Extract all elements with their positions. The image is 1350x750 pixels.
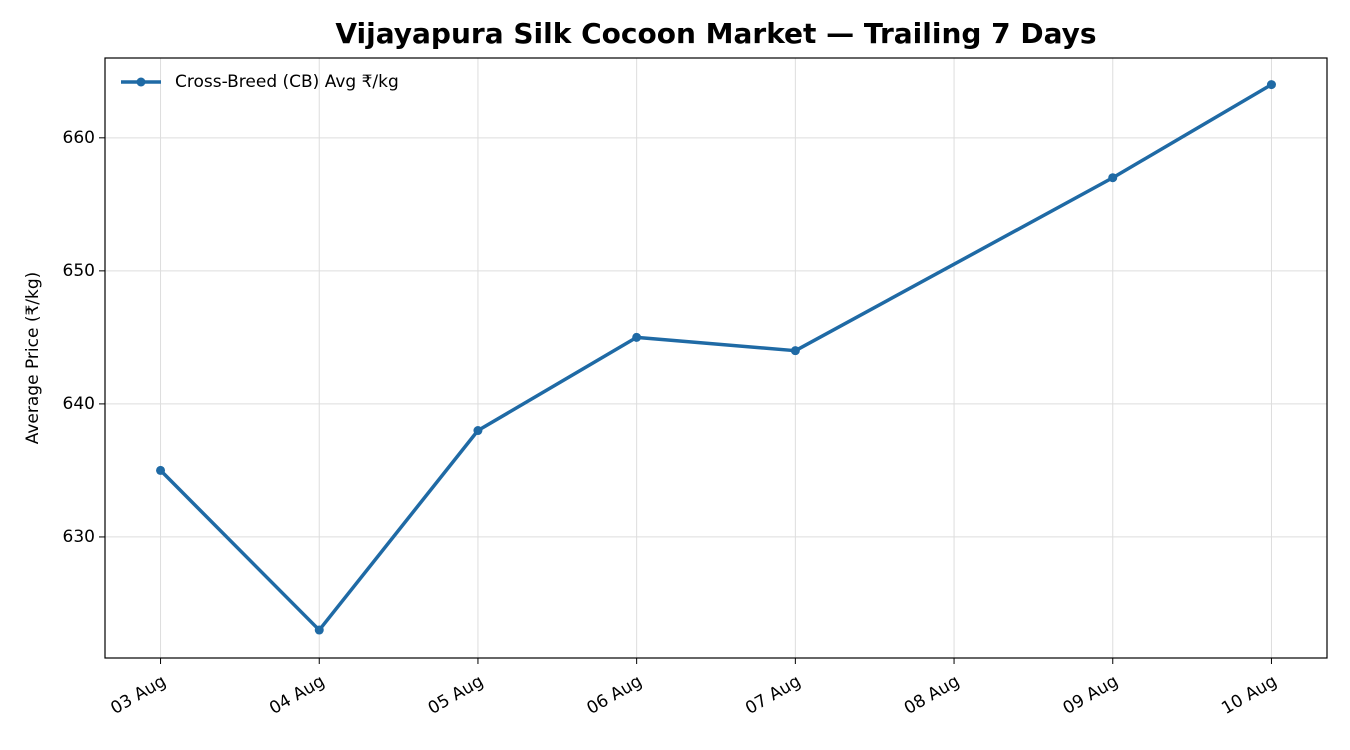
x-tick-label: 03 Aug [107,671,169,718]
point [156,465,166,475]
point [790,346,800,356]
x-tick-label: 04 Aug [266,671,328,718]
legend-label: Cross-Breed (CB) Avg ₹/kg [175,72,399,92]
y-tick-label: 660 [63,128,95,148]
point [314,625,324,635]
x-tick-label: 10 Aug [1218,671,1280,718]
y-tick-label: 640 [63,394,95,414]
x-tick-label: 07 Aug [742,671,804,718]
y-axis-label: Average Price (₹/kg) [23,272,43,445]
x-tick-label: 05 Aug [425,671,487,718]
y-tick-label: 650 [63,261,95,281]
x-tick-label: 09 Aug [1060,671,1122,718]
y-tick-label: 630 [63,527,95,547]
x-tick-label: 06 Aug [583,671,645,718]
legend-marker [136,77,146,87]
plot-frame [104,57,1328,659]
point [473,426,483,436]
point [1108,173,1118,183]
chart-title: Vijayapura Silk Cocoon Market — Trailing… [335,17,1096,50]
line [159,83,1273,632]
point [632,332,642,342]
point [1266,80,1276,90]
x-tick-label: 08 Aug [901,671,963,718]
